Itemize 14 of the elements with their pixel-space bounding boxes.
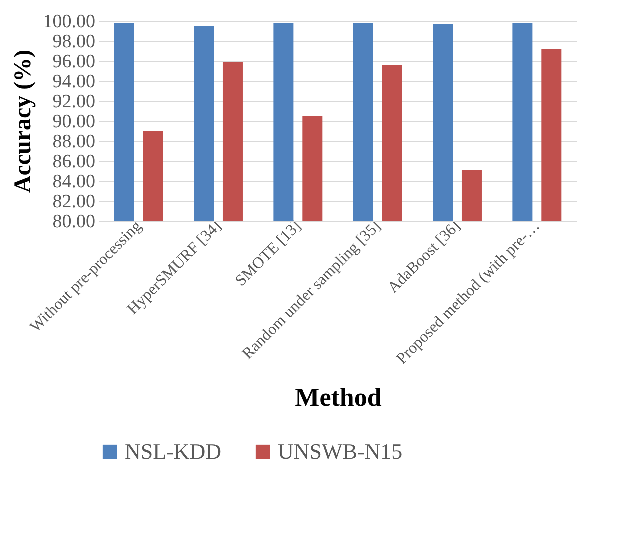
y-tick-label: 100.00 (43, 12, 96, 32)
y-tick-label: 86.00 (52, 152, 96, 172)
y-tick-label: 88.00 (52, 132, 96, 152)
y-tick-label: 84.00 (52, 172, 96, 192)
y-tick-label: 96.00 (52, 52, 96, 72)
y-tick-label: 92.00 (52, 92, 96, 112)
legend-label: NSL-KDD (125, 439, 222, 464)
y-axis-title: Accuracy (%) (10, 50, 36, 194)
x-axis-title: Method (295, 383, 382, 412)
y-tick-label: 82.00 (52, 192, 96, 212)
y-tick-label: 94.00 (52, 72, 96, 92)
y-tick-label: 98.00 (52, 32, 96, 52)
y-tick-label: 90.00 (52, 112, 96, 132)
legend-label: UNSWB-N15 (278, 439, 403, 464)
